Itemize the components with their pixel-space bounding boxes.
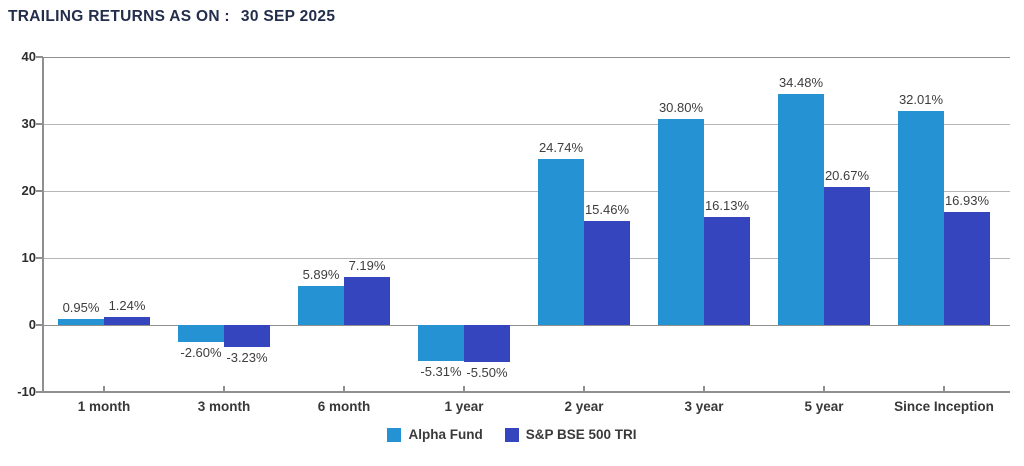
legend-swatch-s-p-bse-500-tri	[504, 427, 519, 442]
value-label-s-p-bse-500-tri-3-year: 16.13%	[704, 197, 750, 213]
x-axis-tick-since-inception	[943, 386, 945, 391]
x-axis-tick-1-year	[463, 386, 465, 391]
bar-alpha-fund-3-month	[178, 325, 224, 343]
value-label-s-p-bse-500-tri-1-year: -5.50%	[466, 364, 508, 380]
x-axis-tick-1-month	[103, 386, 105, 391]
bar-s-p-bse-500-tri-since-inception	[944, 211, 990, 325]
x-axis-tick-3-year	[703, 386, 705, 391]
bar-alpha-fund-6-month	[298, 285, 344, 325]
bar-alpha-fund-5-year	[778, 93, 824, 325]
y-axis-tick-label-0: 0	[28, 317, 36, 332]
x-axis-tick-3-month	[223, 386, 225, 391]
value-label-alpha-fund-since-inception: 32.01%	[898, 91, 944, 107]
legend-item-s-p-bse-500-tri: S&P BSE 500 TRI	[504, 427, 637, 442]
y-axis-tick--10	[36, 391, 43, 393]
value-label-alpha-fund-1-month: 0.95%	[62, 299, 100, 315]
x-axis-line	[42, 391, 1010, 393]
y-axis-tick-label-20: 20	[21, 183, 36, 198]
bar-s-p-bse-500-tri-1-month	[104, 316, 150, 325]
x-axis-category-label-5-year: 5 year	[804, 399, 844, 414]
value-label-alpha-fund-3-month: -2.60%	[180, 345, 222, 361]
value-label-s-p-bse-500-tri-3-month: -3.23%	[226, 349, 268, 365]
bar-alpha-fund-1-month	[58, 318, 104, 325]
trailing-returns-bar-chart: 40 30 20 10 0 -10 1 month 0.95% 1.24% 3 month -2.6…	[17, 49, 1010, 414]
y-axis-tick-0	[36, 324, 43, 326]
x-axis-category-label-2-year: 2 year	[564, 399, 604, 414]
bar-alpha-fund-since-inception	[898, 110, 944, 325]
value-label-alpha-fund-1-year: -5.31%	[420, 363, 462, 379]
chart-title-label: TRAILING RETURNS AS ON :	[8, 8, 230, 25]
value-label-s-p-bse-500-tri-6-month: 7.19%	[348, 257, 386, 273]
x-axis-category-label-since-inception: Since Inception	[894, 399, 994, 414]
value-label-s-p-bse-500-tri-2-year: 15.46%	[584, 202, 630, 218]
bar-s-p-bse-500-tri-1-year	[464, 325, 510, 362]
bar-s-p-bse-500-tri-3-year	[704, 216, 750, 325]
gridline-10	[43, 257, 1010, 259]
chart-title: TRAILING RETURNS AS ON : 30 SEP 2025	[8, 8, 335, 26]
value-label-alpha-fund-3-year: 30.80%	[658, 99, 704, 115]
chart-title-date: 30 SEP 2025	[240, 8, 336, 25]
legend-label-s-p-bse-500-tri: S&P BSE 500 TRI	[525, 427, 637, 442]
value-label-s-p-bse-500-tri-5-year: 20.67%	[824, 167, 870, 183]
x-axis-category-label-3-year: 3 year	[684, 399, 724, 414]
legend-item-alpha-fund: Alpha Fund	[387, 427, 483, 442]
gridline-20	[43, 190, 1010, 192]
y-axis-tick-label-10: 10	[21, 250, 36, 265]
bar-s-p-bse-500-tri-5-year	[824, 186, 870, 325]
legend-label-alpha-fund: Alpha Fund	[408, 427, 483, 442]
bar-s-p-bse-500-tri-2-year	[584, 221, 630, 325]
x-axis-category-label-1-year: 1 year	[444, 399, 484, 414]
y-axis-tick-label-40: 40	[21, 49, 36, 64]
value-label-alpha-fund-6-month: 5.89%	[302, 266, 340, 282]
chart-legend: Alpha Fund S&P BSE 500 TRI	[0, 427, 1024, 442]
gridline-30	[43, 123, 1010, 125]
value-label-s-p-bse-500-tri-since-inception: 16.93%	[944, 192, 990, 208]
y-axis-line	[42, 57, 44, 392]
bar-alpha-fund-1-year	[418, 325, 464, 361]
gridline-0	[43, 324, 1010, 326]
bar-s-p-bse-500-tri-3-month	[224, 325, 270, 347]
x-axis-tick-2-year	[583, 386, 585, 391]
value-label-alpha-fund-2-year: 24.74%	[538, 140, 584, 156]
x-axis-category-label-6-month: 6 month	[317, 399, 371, 414]
x-axis-category-label-3-month: 3 month	[197, 399, 251, 414]
gridline-40	[43, 56, 1010, 58]
value-label-s-p-bse-500-tri-1-month: 1.24%	[108, 297, 146, 313]
y-axis-tick-label--10: -10	[17, 384, 36, 399]
y-axis-tick-label-30: 30	[21, 116, 36, 131]
legend-swatch-alpha-fund	[387, 427, 402, 442]
y-axis-tick-40	[36, 56, 43, 58]
y-axis-tick-10	[36, 257, 43, 259]
x-axis-tick-6-month	[343, 386, 345, 391]
x-axis-tick-5-year	[823, 386, 825, 391]
bar-alpha-fund-2-year	[538, 159, 584, 325]
bar-alpha-fund-3-year	[658, 118, 704, 325]
bar-s-p-bse-500-tri-6-month	[344, 276, 390, 325]
x-axis-category-label-1-month: 1 month	[77, 399, 131, 414]
y-axis-tick-30	[36, 123, 43, 125]
value-label-alpha-fund-5-year: 34.48%	[778, 74, 824, 90]
y-axis-tick-20	[36, 190, 43, 192]
